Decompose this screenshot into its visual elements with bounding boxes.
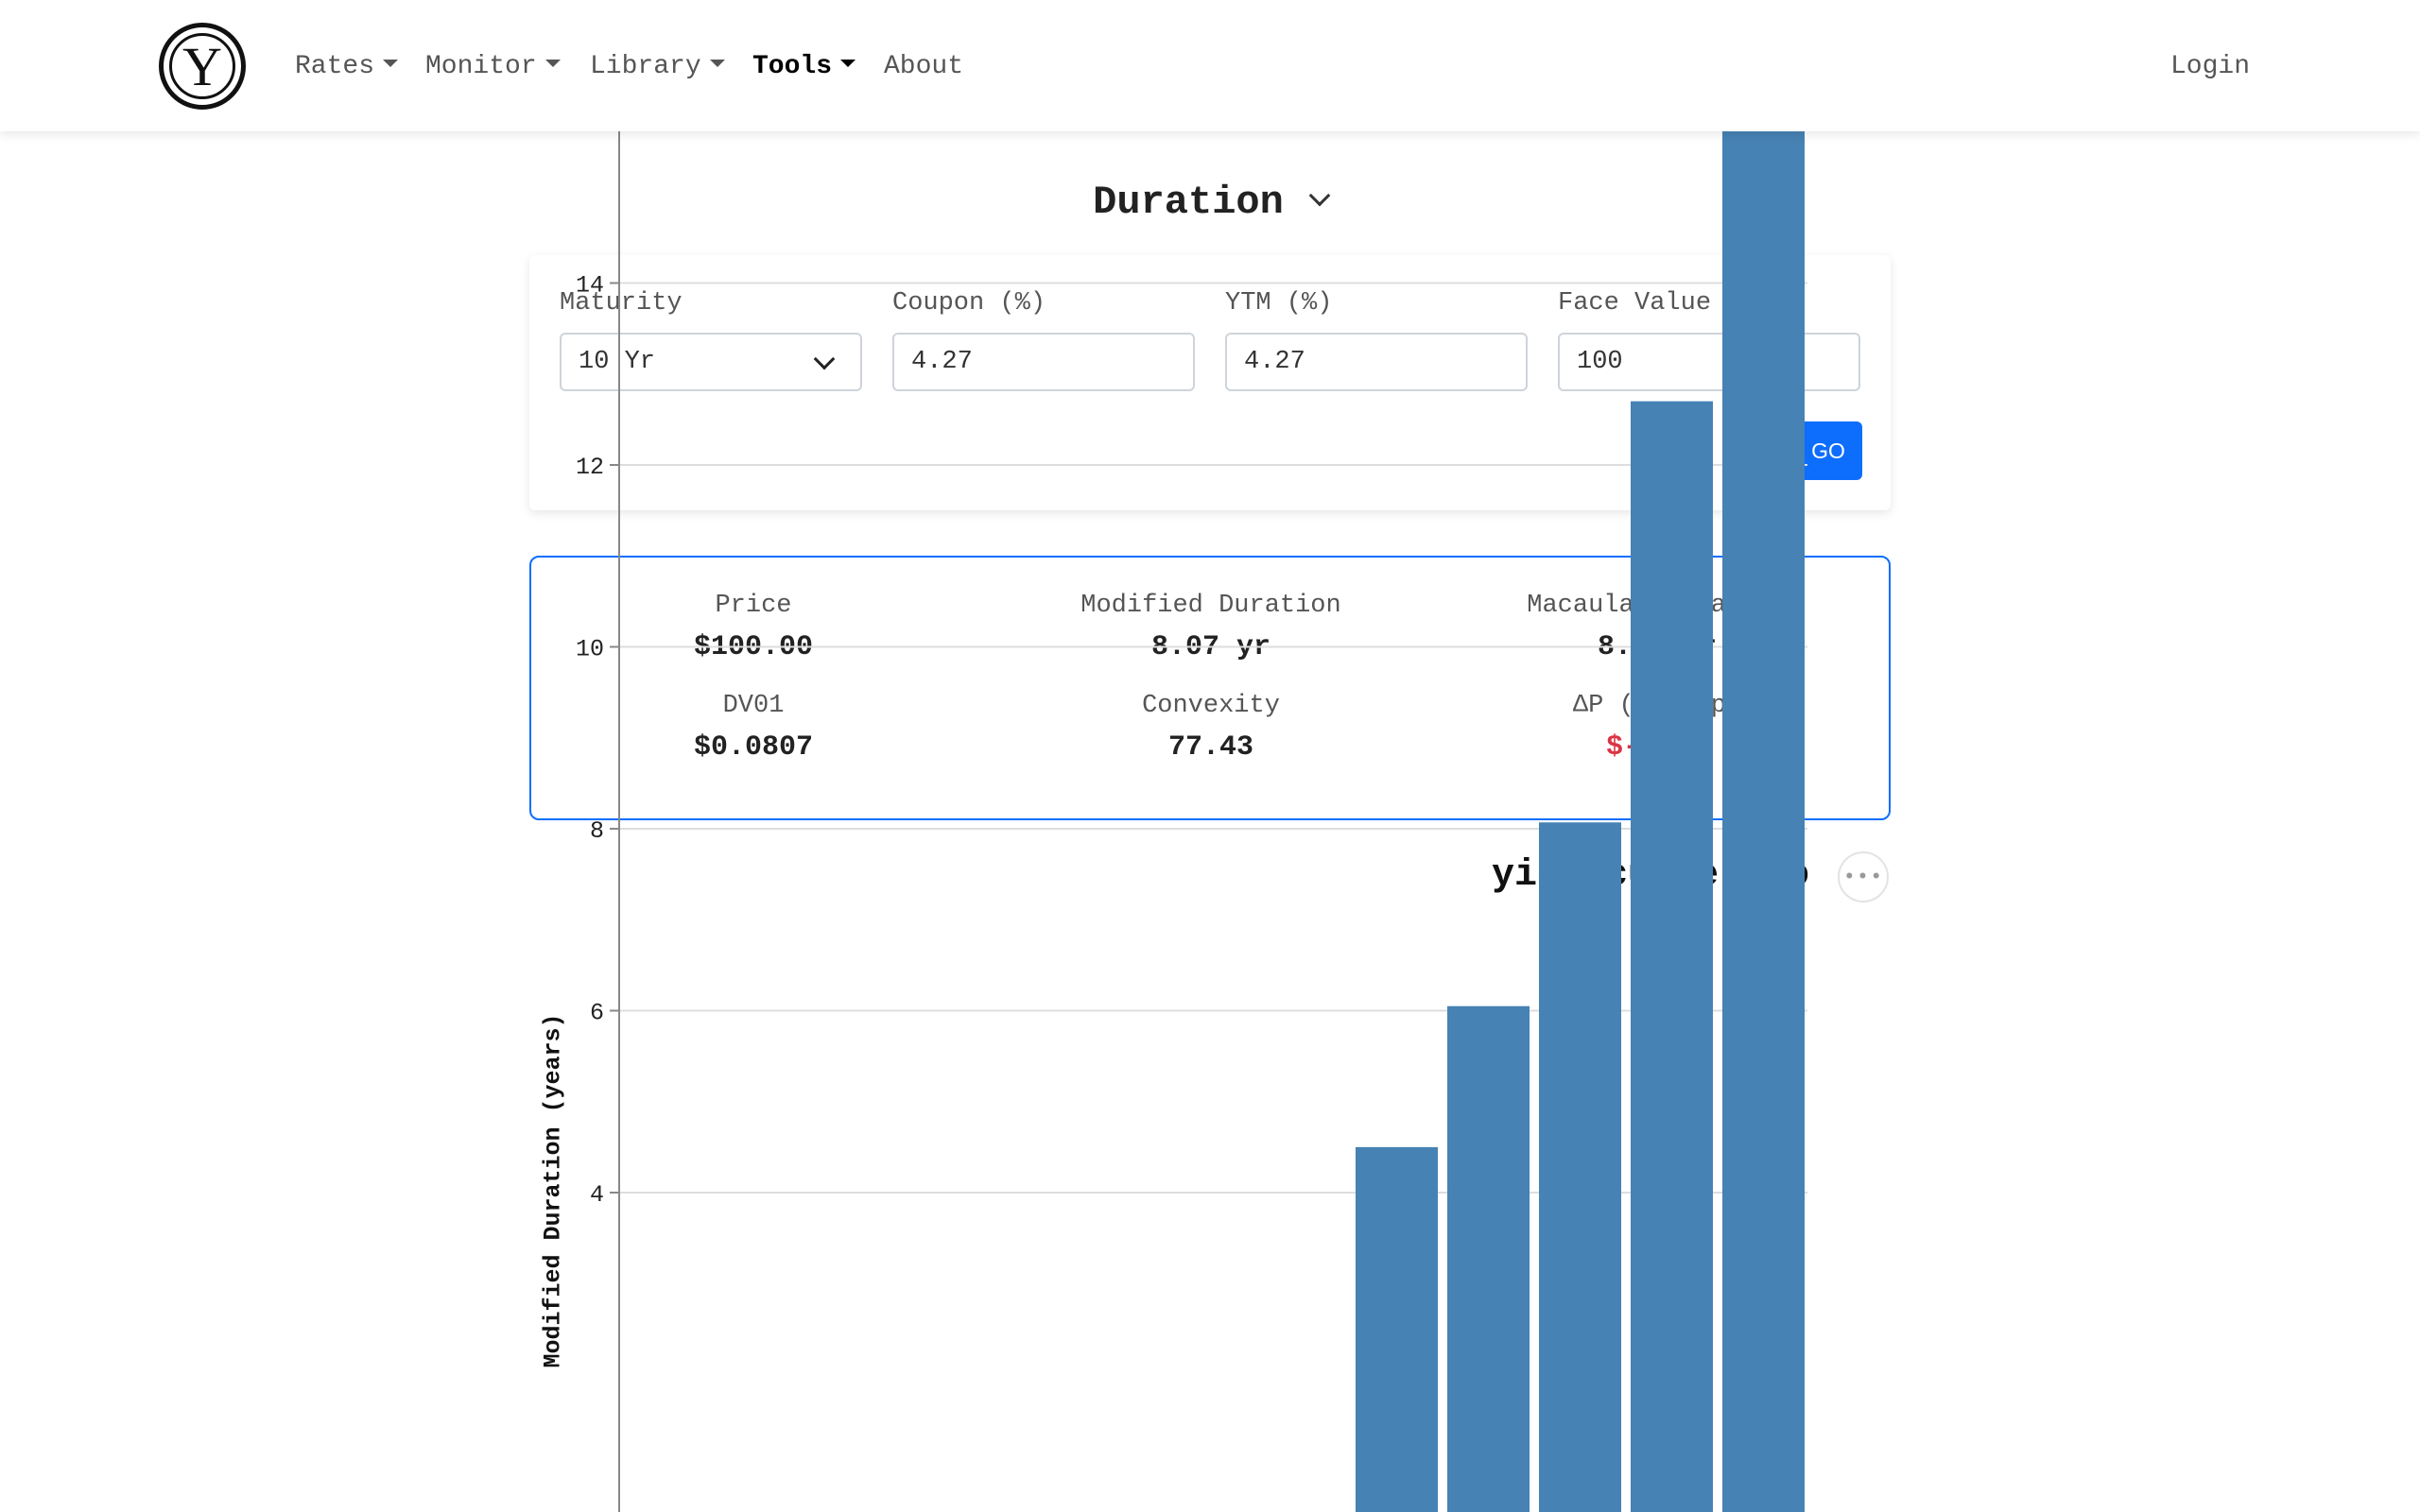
y-tick-label: 6 — [590, 1000, 604, 1027]
dv01-label: DV01 — [722, 692, 785, 720]
bar[interactable] — [1447, 1005, 1530, 1512]
convexity-stat: Convexity 77.43 — [989, 692, 1433, 764]
bar[interactable] — [1539, 822, 1621, 1512]
logo-letter: Y — [169, 33, 235, 99]
convexity-value: 77.43 — [1167, 731, 1253, 764]
face-value-label: Face Value — [1558, 289, 1712, 318]
y-tick-label: 8 — [590, 817, 604, 845]
more-horizontal-icon: ••• — [1842, 865, 1884, 889]
maturity-value: 10 Yr — [579, 348, 656, 376]
maturity-select[interactable]: 10 Yr — [560, 333, 862, 391]
caret-down-icon — [709, 60, 725, 67]
nav-tools-label: Tools — [752, 51, 833, 81]
ytm-value: 4.27 — [1244, 348, 1305, 376]
price-label: Price — [715, 592, 792, 620]
y-tick-label: 12 — [576, 454, 604, 481]
nav-tools[interactable]: Tools — [752, 47, 856, 85]
chart-menu-button[interactable]: ••• — [1838, 851, 1889, 902]
modified-duration-label: Modified Duration — [1080, 592, 1341, 620]
nav-about[interactable]: About — [884, 47, 963, 85]
ytm-input[interactable]: 4.27 — [1225, 333, 1528, 391]
login-label: Login — [2170, 51, 2251, 81]
caret-down-icon — [840, 60, 856, 67]
face-value-input[interactable]: 100 — [1558, 333, 1860, 391]
login-link[interactable]: Login — [2170, 47, 2250, 85]
coupon-label: Coupon (%) — [892, 289, 1046, 318]
nav-rates[interactable]: Rates — [295, 47, 399, 85]
y-tick-label: 14 — [576, 272, 604, 300]
nav-about-label: About — [884, 51, 964, 81]
coupon-input[interactable]: 4.27 — [892, 333, 1195, 391]
navbar: Y Rates Monitor Library Tools About Logi… — [0, 0, 2420, 131]
logo[interactable]: Y — [159, 23, 246, 110]
y-tick-label: 4 — [590, 1181, 604, 1209]
bar[interactable] — [1631, 401, 1713, 1512]
caret-down-icon — [383, 60, 399, 67]
page-title[interactable]: Duration — [0, 180, 2420, 225]
ytm-label: YTM (%) — [1225, 289, 1333, 318]
nav-monitor-label: Monitor — [425, 51, 537, 81]
nav-library-label: Library — [590, 51, 701, 81]
chart-y-axis-label: Modified Duration (years) — [539, 1013, 567, 1368]
nav-monitor[interactable]: Monitor — [425, 47, 561, 85]
face-value-value: 100 — [1577, 348, 1623, 376]
maturity-label: Maturity — [560, 289, 683, 318]
convexity-label: Convexity — [1142, 692, 1280, 720]
dv01-value: $0.0807 — [693, 731, 814, 764]
caret-down-icon — [544, 60, 561, 67]
y-tick-label: 10 — [576, 636, 604, 663]
go-button[interactable]: GO — [1794, 421, 1862, 480]
bar[interactable] — [1356, 1146, 1438, 1512]
coupon-value: 4.27 — [911, 348, 973, 376]
nav-rates-label: Rates — [295, 51, 375, 81]
nav-library[interactable]: Library — [590, 47, 725, 85]
input-card: Maturity 10 Yr Coupon (%) 4.27 YTM (%) 4… — [529, 255, 1891, 510]
bar[interactable] — [1722, 128, 1805, 1512]
dv01-stat: DV01 $0.0807 — [531, 692, 976, 764]
page-title-text: Duration — [1093, 180, 1284, 225]
